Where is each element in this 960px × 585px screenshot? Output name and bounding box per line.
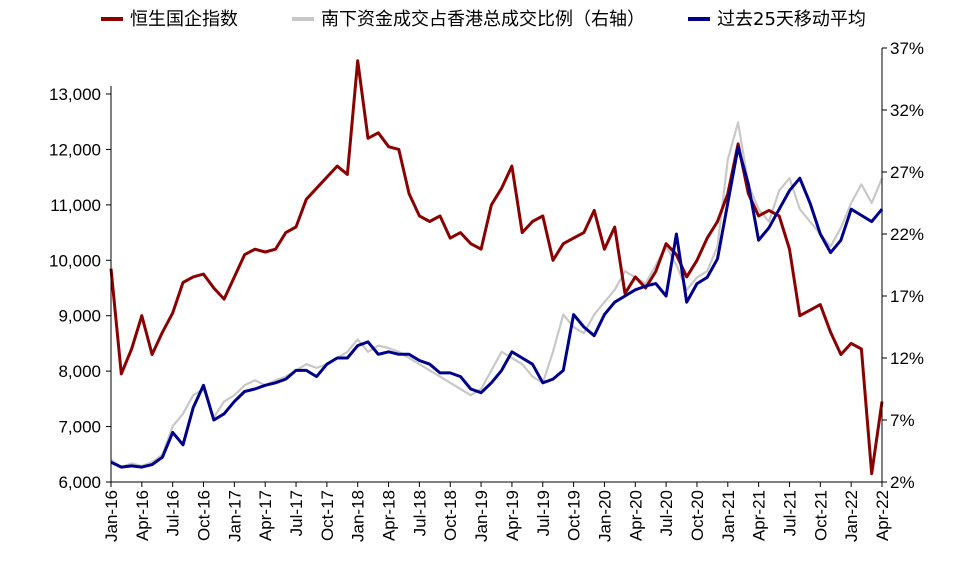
- y-axis-right-ticks: 2% 7% 12% 17% 22% 27% 32% 37%: [882, 39, 924, 492]
- x-tick-label: Jul-18: [410, 490, 429, 536]
- legend-label-2: 过去25天移动平均: [717, 9, 866, 30]
- y-right-tick-label: 2%: [890, 473, 915, 492]
- x-tick-label: Jan-22: [842, 490, 861, 542]
- y-left-tick-label: 9,000: [58, 307, 101, 326]
- legend: 恒生国企指数 南下资金成交占香港总成交比例（右轴） 过去25天移动平均: [101, 9, 866, 30]
- axes-layer: [110, 48, 883, 483]
- series-line-1: [110, 121, 884, 469]
- x-tick-label: Jul-17: [287, 490, 306, 536]
- y-left-tick-label: 13,000: [49, 85, 101, 104]
- x-tick-label: Jan-19: [472, 490, 491, 542]
- x-tick-label: Jul-21: [780, 490, 799, 536]
- x-tick-label: Oct-19: [565, 490, 584, 541]
- y-axis-left-ticks: 6,000 7,000 8,000 9,000 10,000 11,000 12,000 13…: [49, 85, 111, 492]
- y-left-tick-label: 7,000: [58, 418, 101, 437]
- y-left-tick-label: 10,000: [49, 251, 101, 270]
- x-tick-label: Jul-20: [657, 490, 676, 536]
- x-tick-label: Apr-20: [626, 490, 645, 541]
- y-left-tick-label: 8,000: [58, 362, 101, 381]
- y-right-tick-label: 17%: [890, 287, 924, 306]
- x-tick-label: Apr-22: [873, 490, 892, 541]
- x-tick-label: Oct-20: [688, 490, 707, 541]
- y-right-tick-label: 22%: [890, 225, 924, 244]
- y-left-tick-label: 12,000: [49, 140, 101, 159]
- series-line-2: [110, 145, 884, 469]
- x-tick-label: Jan-20: [595, 490, 614, 542]
- legend-label-1: 南下资金成交占香港总成交比例（右轴）: [321, 9, 645, 30]
- x-tick-label: Apr-21: [750, 490, 769, 541]
- x-tick-label: Apr-19: [503, 490, 522, 541]
- x-tick-label: Oct-21: [811, 490, 830, 541]
- x-tick-label: Oct-18: [441, 490, 460, 541]
- y-right-tick-label: 32%: [890, 101, 924, 120]
- series-layer: [109, 59, 884, 476]
- y-right-tick-label: 37%: [890, 39, 924, 58]
- x-tick-label: Jul-19: [534, 490, 553, 536]
- x-tick-label: Oct-16: [195, 490, 214, 541]
- x-axis-ticks: Jan-16 Apr-16 Jul-16 Oct-16 Jan-17 Apr-17 Jul-…: [102, 482, 892, 542]
- x-tick-label: Jul-16: [164, 490, 183, 536]
- x-tick-label: Jan-16: [102, 490, 121, 542]
- x-tick-label: Apr-16: [133, 490, 152, 541]
- y-left-tick-label: 11,000: [50, 196, 101, 215]
- x-tick-label: Jan-21: [719, 490, 738, 542]
- y-right-tick-label: 27%: [890, 163, 924, 182]
- y-left-tick-label: 6,000: [58, 473, 101, 492]
- x-tick-label: Apr-17: [256, 490, 275, 541]
- y-right-tick-label: 12%: [890, 349, 924, 368]
- x-tick-label: Oct-17: [318, 490, 337, 541]
- x-tick-label: Apr-18: [380, 490, 399, 541]
- x-tick-label: Jan-17: [225, 490, 244, 542]
- y-right-tick-label: 7%: [890, 411, 915, 430]
- legend-label-0: 恒生国企指数: [130, 9, 238, 30]
- x-tick-label: Jan-18: [349, 490, 368, 542]
